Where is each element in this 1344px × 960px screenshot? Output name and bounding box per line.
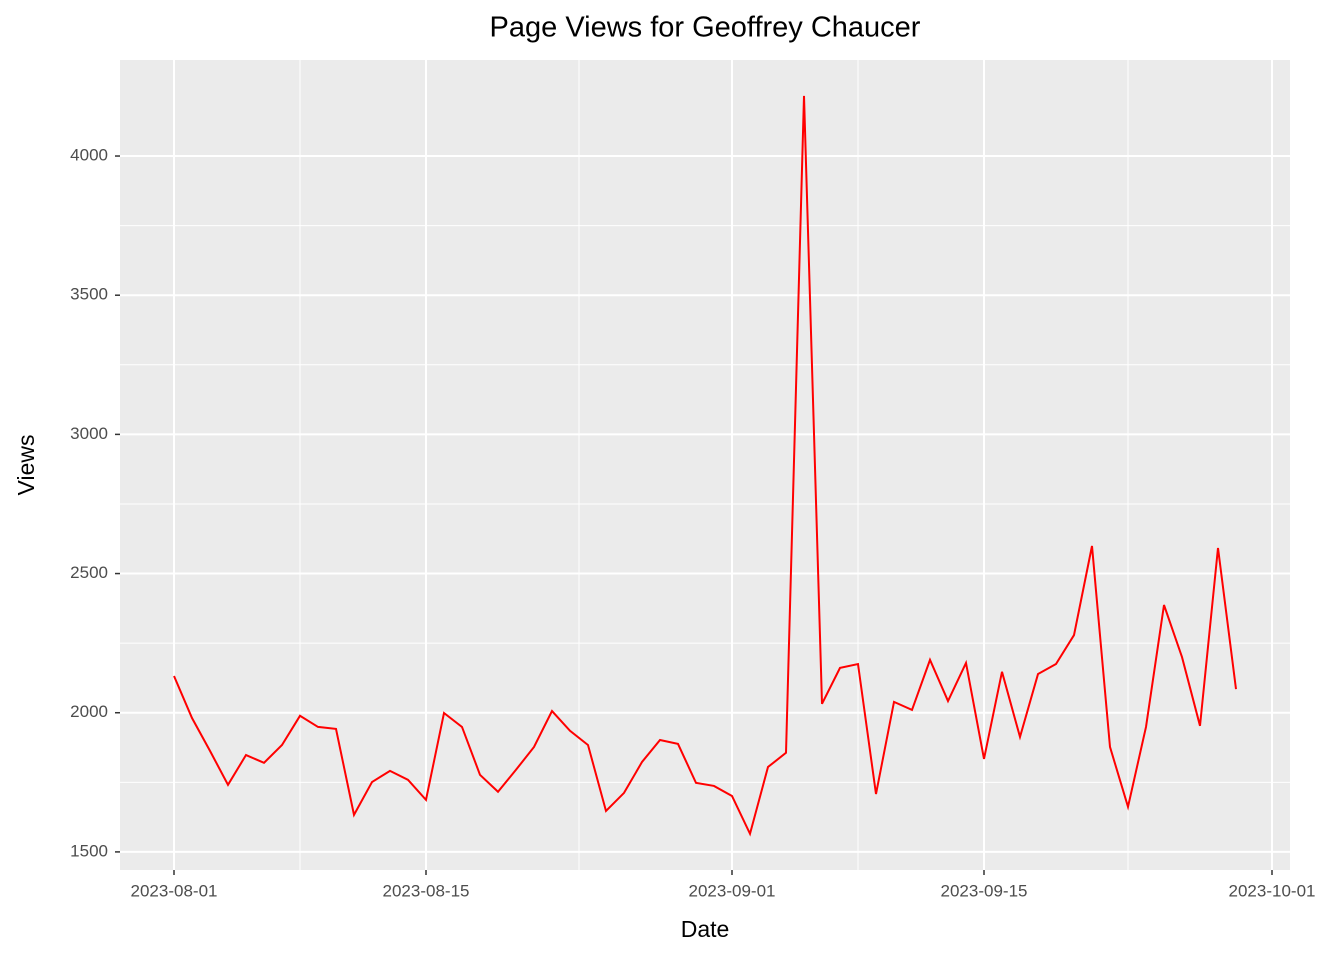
y-tick-label: 3000 bbox=[70, 424, 108, 443]
y-tick-label: 1500 bbox=[70, 841, 108, 860]
chart-title: Page Views for Geoffrey Chaucer bbox=[490, 12, 921, 44]
x-tick-label: 2023-09-01 bbox=[689, 881, 776, 900]
y-axis-label: Views bbox=[13, 435, 39, 496]
x-tick-label: 2023-08-01 bbox=[131, 881, 218, 900]
plot-background bbox=[120, 60, 1290, 870]
x-tick-label: 2023-09-15 bbox=[941, 881, 1028, 900]
data-line bbox=[173, 95, 1237, 837]
y-tick-label: 2000 bbox=[70, 702, 108, 721]
x-tick-label: 2023-08-15 bbox=[383, 881, 470, 900]
y-tick-label: 2500 bbox=[70, 563, 108, 582]
x-tick-label: 2023-10-01 bbox=[1229, 881, 1316, 900]
x-axis-label: Date bbox=[681, 916, 730, 942]
y-tick-label: 4000 bbox=[70, 146, 108, 165]
y-tick-label: 3500 bbox=[70, 285, 108, 304]
